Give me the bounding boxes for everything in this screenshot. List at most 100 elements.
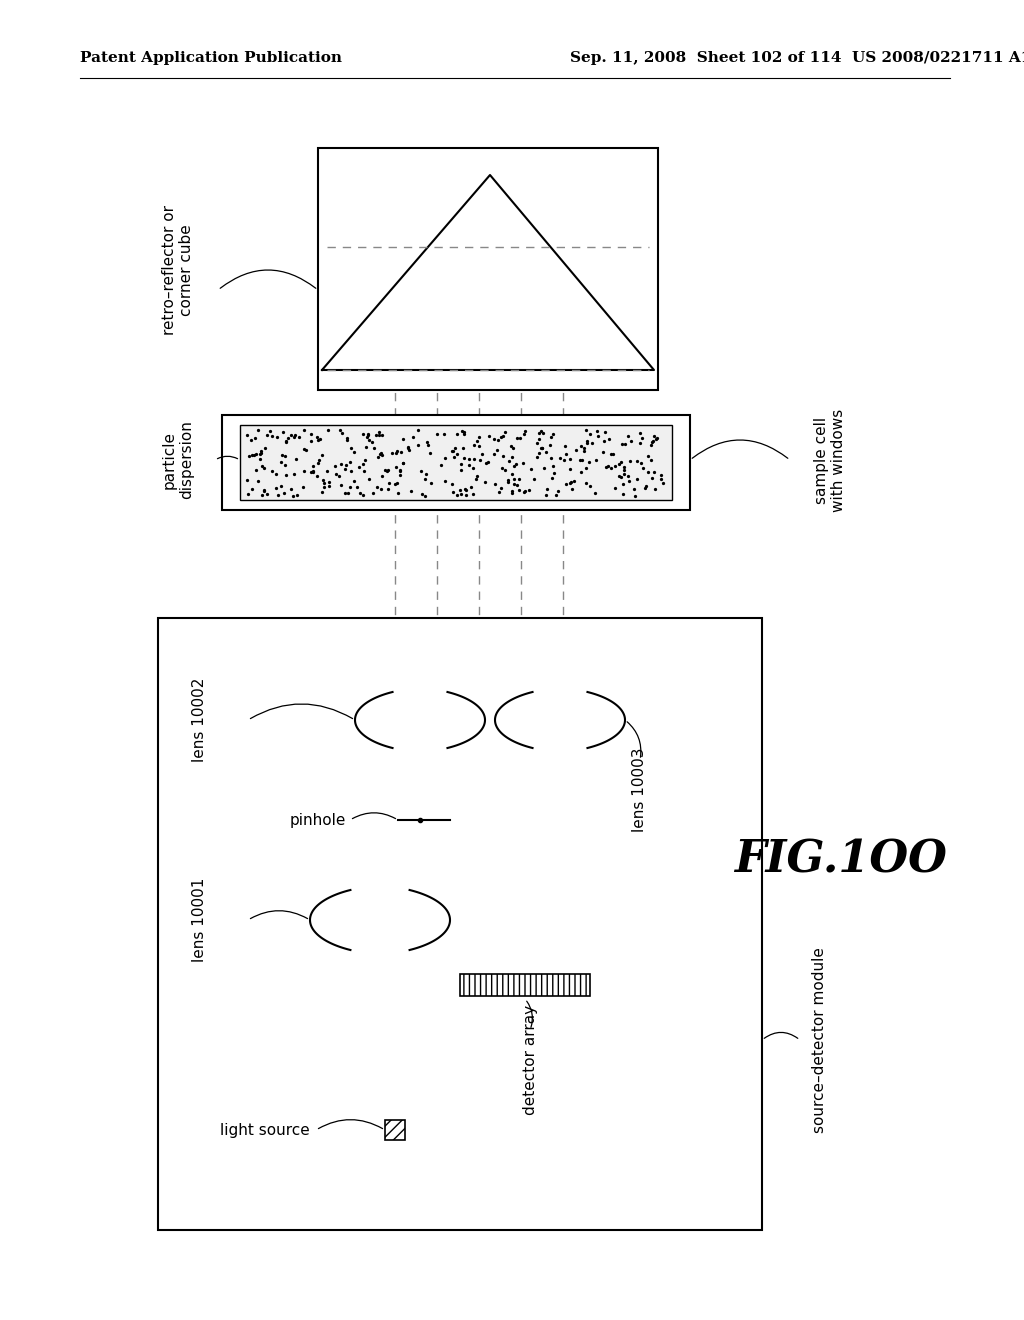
Point [582, 424, 598, 445]
Point [366, 483, 382, 504]
Point [246, 445, 262, 466]
Point [534, 437, 550, 458]
Point [303, 424, 319, 445]
Point [272, 475, 289, 496]
Point [500, 471, 516, 492]
Point [579, 430, 595, 451]
Point [276, 454, 293, 475]
Point [456, 424, 472, 445]
Point [436, 424, 453, 445]
Point [572, 462, 589, 483]
Point [339, 429, 355, 450]
Point [381, 473, 397, 494]
Point [607, 477, 624, 498]
Point [654, 473, 671, 494]
Text: detector array: detector array [522, 1005, 538, 1115]
Point [578, 473, 594, 494]
Point [374, 466, 390, 487]
Point [311, 429, 328, 450]
Text: Sep. 11, 2008  Sheet 102 of 114  US 2008/0221711 A1: Sep. 11, 2008 Sheet 102 of 114 US 2008/0… [570, 51, 1024, 65]
Point [295, 477, 311, 498]
Point [305, 459, 322, 480]
Point [564, 479, 581, 500]
Point [364, 432, 380, 453]
Point [429, 424, 445, 445]
Point [333, 475, 349, 496]
Point [357, 450, 374, 471]
Point [444, 441, 461, 462]
Point [595, 442, 611, 463]
Text: FIG.1OO: FIG.1OO [733, 838, 946, 882]
Point [615, 463, 632, 484]
Point [387, 473, 403, 494]
Point [616, 434, 633, 455]
Point [611, 466, 628, 487]
Point [494, 458, 510, 479]
Point [449, 484, 465, 506]
Point [413, 461, 429, 482]
Point [315, 477, 332, 498]
Point [369, 477, 385, 498]
Point [632, 422, 648, 444]
Point [544, 467, 560, 488]
Point [404, 426, 421, 447]
Point [239, 469, 255, 490]
Point [343, 459, 359, 480]
Point [254, 484, 270, 506]
Point [276, 445, 293, 466]
Point [623, 451, 639, 473]
Point [584, 433, 600, 454]
Point [319, 461, 336, 482]
Point [244, 444, 260, 465]
Point [446, 437, 463, 458]
Point [611, 453, 628, 474]
Point [539, 479, 555, 500]
Point [543, 426, 559, 447]
Text: lens 10003: lens 10003 [633, 747, 647, 832]
Point [384, 442, 400, 463]
Point [626, 478, 642, 499]
Bar [222, 414, 690, 510]
Point [495, 425, 511, 446]
Point [632, 432, 648, 453]
Bar [460, 974, 590, 997]
Point [291, 426, 307, 447]
Point [503, 436, 519, 457]
Point [458, 484, 474, 506]
Point [504, 463, 520, 484]
Point [643, 449, 659, 470]
Point [379, 461, 395, 482]
Point [635, 458, 651, 479]
Point [261, 420, 278, 441]
Point [392, 459, 409, 480]
Point [374, 445, 390, 466]
Point [614, 474, 631, 495]
Point [305, 455, 322, 477]
Point [522, 458, 539, 479]
Bar [158, 618, 762, 1230]
Point [480, 451, 497, 473]
Point [417, 469, 433, 490]
Bar [240, 425, 672, 500]
Point [465, 458, 481, 479]
Point [511, 469, 527, 490]
Point [395, 429, 412, 450]
Point [327, 455, 343, 477]
Point [247, 428, 263, 449]
Point [506, 455, 522, 477]
Point [562, 447, 579, 469]
Point [250, 420, 266, 441]
Point [274, 445, 291, 466]
Point [474, 444, 490, 465]
Point [453, 459, 469, 480]
Point [252, 449, 268, 470]
Point [457, 447, 473, 469]
Point [623, 430, 639, 451]
Point [315, 473, 332, 494]
Point [489, 440, 506, 461]
Point [557, 436, 573, 457]
Point [248, 444, 264, 465]
Point [258, 483, 274, 504]
Point [466, 434, 482, 455]
Point [604, 444, 621, 465]
